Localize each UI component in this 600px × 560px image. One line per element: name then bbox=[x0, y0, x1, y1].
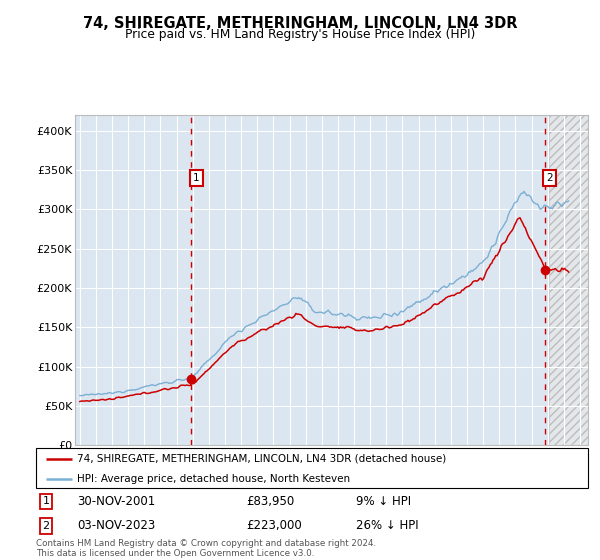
Text: 2: 2 bbox=[546, 172, 553, 183]
Text: HPI: Average price, detached house, North Kesteven: HPI: Average price, detached house, Nort… bbox=[77, 474, 350, 484]
Bar bbox=[549, 115, 588, 445]
Text: 2: 2 bbox=[43, 521, 49, 531]
Text: 1: 1 bbox=[193, 172, 200, 183]
Text: £83,950: £83,950 bbox=[246, 495, 294, 508]
Text: 03-NOV-2023: 03-NOV-2023 bbox=[77, 519, 155, 533]
Text: £223,000: £223,000 bbox=[246, 519, 302, 533]
Text: Price paid vs. HM Land Registry's House Price Index (HPI): Price paid vs. HM Land Registry's House … bbox=[125, 28, 475, 41]
Text: 9% ↓ HPI: 9% ↓ HPI bbox=[356, 495, 411, 508]
Text: 74, SHIREGATE, METHERINGHAM, LINCOLN, LN4 3DR: 74, SHIREGATE, METHERINGHAM, LINCOLN, LN… bbox=[83, 16, 517, 31]
Text: 26% ↓ HPI: 26% ↓ HPI bbox=[356, 519, 419, 533]
Text: 74, SHIREGATE, METHERINGHAM, LINCOLN, LN4 3DR (detached house): 74, SHIREGATE, METHERINGHAM, LINCOLN, LN… bbox=[77, 454, 446, 464]
Text: Contains HM Land Registry data © Crown copyright and database right 2024.
This d: Contains HM Land Registry data © Crown c… bbox=[36, 539, 376, 558]
FancyBboxPatch shape bbox=[36, 448, 588, 488]
Text: 30-NOV-2001: 30-NOV-2001 bbox=[77, 495, 155, 508]
Text: 1: 1 bbox=[43, 497, 49, 506]
